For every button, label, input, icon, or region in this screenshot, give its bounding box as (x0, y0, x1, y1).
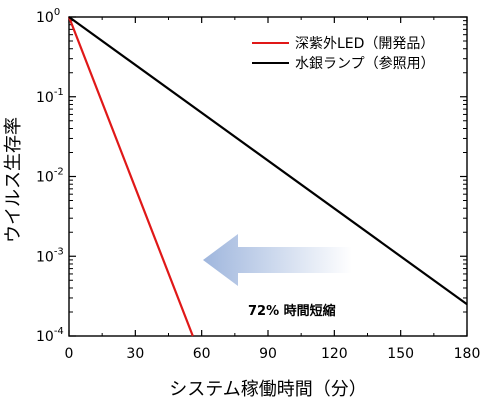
x-tick-label: 120 (321, 346, 348, 362)
y-tick-label: 10-3 (36, 246, 64, 265)
y-tick-label: 10-4 (36, 326, 64, 345)
y-axis-label: ウイルス生存率 (3, 117, 24, 243)
y-tick-label: 10-2 (36, 167, 64, 186)
series-group (67, 16, 468, 337)
x-tick-label: 150 (387, 346, 414, 362)
legend: 深紫外LED（開発品） 水銀ランプ（参照用） (252, 36, 435, 72)
y-tick-label: 100 (36, 7, 60, 26)
x-axis-ticks: 0 30 60 90 120 150 180 (65, 17, 481, 362)
left-arrow-icon (203, 234, 352, 286)
x-tick-label: 180 (454, 346, 481, 362)
x-tick-label: 0 (65, 346, 74, 362)
y-axis-ticks: 100 10-1 10-2 10-3 10-4 (36, 7, 467, 345)
x-tick-label: 30 (126, 346, 144, 362)
series-line-1 (68, 16, 468, 306)
series-line-0 (67, 16, 194, 337)
legend-label-mercury: 水銀ランプ（参照用） (295, 55, 435, 72)
y-tick-label: 10-1 (36, 87, 64, 106)
x-axis-label: システム稼働時間（分） (169, 379, 366, 400)
legend-label-led: 深紫外LED（開発品） (295, 36, 434, 52)
x-tick-label: 60 (193, 346, 211, 362)
time-reduction-annotation: 72% 時間短縮 (248, 303, 336, 319)
x-tick-label: 90 (259, 346, 277, 362)
